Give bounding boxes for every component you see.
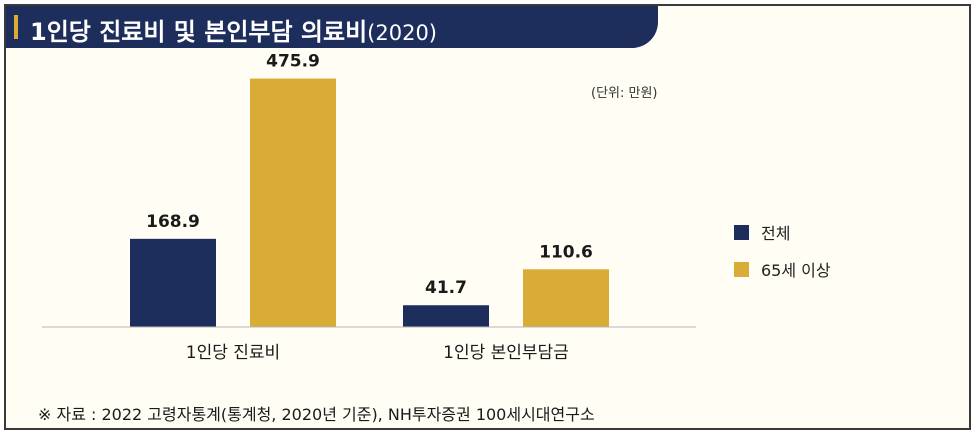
legend-label-senior: 65세 이상 [761, 261, 831, 280]
legend-label-all: 전체 [761, 224, 791, 243]
chart-title-main: 1인당 진료비 및 본인부담 의료비 [30, 18, 368, 46]
category-label: 1인당 본인부담금 [443, 343, 569, 363]
chart-frame: 1인당 진료비 및 본인부담 의료비(2020) (단위: 만원) 168.9 4… [4, 4, 971, 430]
bar-value-label: 168.9 [146, 212, 200, 232]
bar-value-label: 475.9 [266, 52, 320, 72]
source-note: ※ 자료 : 2022 고령자통계(통계청, 2020년 기준), NH투자증권… [38, 405, 595, 424]
bar-all-2 [403, 305, 489, 327]
title-bar: 1인당 진료비 및 본인부담 의료비(2020) [6, 6, 658, 48]
bar-senior-2 [523, 269, 609, 327]
chart-title-year: (2020) [367, 21, 438, 45]
bar-value-label: 41.7 [425, 278, 467, 298]
legend-item-senior: 65세 이상 [734, 257, 831, 281]
legend-swatch-all [734, 224, 749, 240]
bar-all-1 [130, 238, 216, 327]
category-label: 1인당 진료비 [186, 343, 280, 363]
legend-swatch-senior [734, 261, 749, 277]
bar-chart: 168.9 475.9 1인당 진료비 41.7 110.6 1인당 본인부담금 [42, 52, 696, 363]
chart-title: 1인당 진료비 및 본인부담 의료비(2020) [30, 12, 437, 47]
unit-label: (단위: 만원) [591, 86, 658, 101]
bar-value-label: 110.6 [539, 242, 593, 262]
legend-item-all: 전체 [734, 220, 790, 244]
bar-senior-1 [250, 78, 336, 327]
title-accent [14, 15, 18, 39]
